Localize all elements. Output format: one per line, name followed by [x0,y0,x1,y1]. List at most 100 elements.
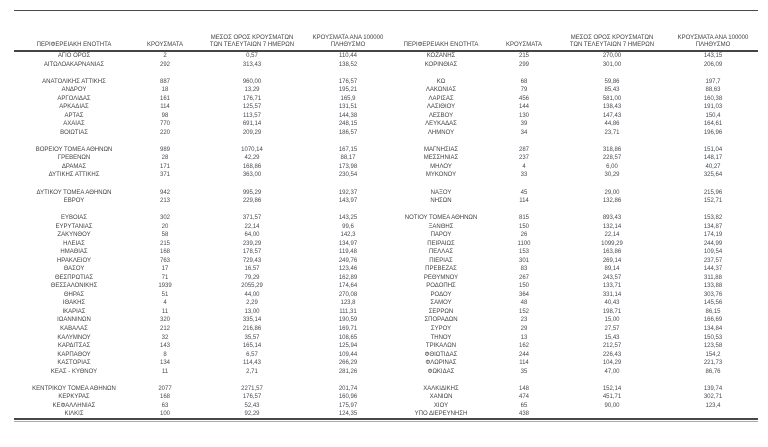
cases-cell: 474 [518,394,529,401]
cases-cell: 65 [520,402,528,409]
cases-cell: 68 [520,78,528,85]
cases-cell: 989 [159,146,170,153]
avg7-cell: 132,86 [602,198,622,205]
per100k-cell: 191,03 [703,104,723,111]
per100k-cell: 110,44 [339,53,357,60]
avg7-cell: 104,29 [602,360,622,367]
cases-cell: 292 [159,61,170,68]
table-row: ΞΑΝΘΗΣ 150 132,14 134,87 [390,223,758,232]
per100k-cell: 169,71 [338,326,358,333]
avg7-cell: 125,57 [242,104,262,111]
region-name-cell: ΑΝΑΤΟΛΙΚΗΣ ΑΤΤΙΚΗΣ [42,78,106,85]
right-table-body: ΚΟΖΑΝΗΣ 215 270,00 143,15 ΚΟΡΙΝΘΙΑΣ 299 301,00… [390,52,758,419]
avg7-cell: 42,29 [244,155,260,162]
table-row: ΚΑΣΤΟΡΙΑΣ 134 114,43 266,29 [14,359,388,368]
avg7-cell: 331,14 [602,291,622,298]
spacer-row [390,376,758,385]
region-name-cell: ΚΑΡΔΙΤΣΑΣ [57,343,91,350]
cases-cell: 144 [518,104,529,111]
avg7-cell: 22,14 [604,232,620,239]
per100k-cell: 138,52 [338,61,358,68]
cases-cell: 20 [161,223,169,230]
region-name-cell: ΑΧΑΪΑΣ [63,121,85,128]
table-row: ΣΥΡΟΥ 29 27,57 134,84 [390,325,758,334]
region-name-cell: ΕΥΒΟΙΑΣ [60,215,88,222]
region-name-cell: ΑΙΤΩΛΟΑΚΑΡΝΑΝΙΑΣ [43,61,105,68]
region-name-cell: ΑΡΓΟΛΙΔΑΣ [57,95,91,102]
table-row: ΚΑΡΔΙΤΣΑΣ 143 165,14 125,94 [14,342,388,351]
region-name-cell: ΜΕΣΣΗΝΙΑΣ [423,155,459,162]
per100k-cell: 192,37 [338,189,358,196]
cases-cell: 134 [159,360,170,367]
region-name-cell: ΦΛΩΡΙΝΑΣ [425,360,457,367]
cases-cell: 301 [518,257,529,264]
per100k-cell: 311,88 [704,274,722,281]
region-name-cell: ΜΥΚΟΝΟΥ [425,172,457,179]
header-avg7: ΜΕΣΟΣ ΟΡΟΣ ΚΡΟΥΣΜΑΤΩΝ ΤΩΝ ΤΕΛΕΥΤΑΙΩΝ 7 Η… [196,26,308,50]
table-row: ΣΠΟΡΑΔΩΝ 23 15,00 166,69 [390,316,758,325]
per100k-cell: 88,17 [340,155,356,162]
cases-cell: 58 [161,232,169,239]
header-avg7-line1: ΜΕΣΟΣ ΟΡΟΣ ΚΡΟΥΣΜΑΤΩΝ [210,35,294,41]
cases-cell: 168 [159,394,170,401]
table-row: ΔΥΤΙΚΟΥ ΤΟΜΕΑ ΑΘΗΝΩΝ 942 995,29 192,37 [14,189,388,198]
cases-cell: 26 [520,232,528,239]
table-bottom-rule [14,418,758,420]
region-name-cell: ΙΚΑΡΙΑΣ [62,308,86,315]
per100k-cell: 248,15 [338,121,358,128]
header-region: ΠΕΡΙΦΕΡΕΙΑΚΗ ΕΝΟΤΗΤΑ [390,26,492,50]
table-row: ΤΡΙΚΑΛΩΝ 162 212,57 123,58 [390,342,758,351]
table-row: ΑΝΑΤΟΛΙΚΗΣ ΑΤΤΙΚΗΣ 887 960,00 176,57 [14,78,388,87]
table-row: ΝΑΞΟΥ 45 29,00 215,96 [390,189,758,198]
table-row: ΚΙΛΚΙΣ 100 92,29 124,35 [14,410,388,419]
region-name-cell: ΛΕΥΚΑΔΑΣ [425,121,457,128]
header-per100k-line2: ΠΛΗΘΥΣΜΟ [330,42,366,48]
table-row: ΛΕΥΚΑΔΑΣ 39 44,86 164,61 [390,120,758,129]
per100k-cell: 166,69 [703,317,723,324]
cases-cell: 28 [161,155,169,162]
per100k-cell: 325,64 [703,172,723,179]
cases-cell: 100 [159,411,170,418]
region-name-cell: ΗΜΑΘΙΑΣ [60,249,88,256]
avg7-cell: 163,86 [602,249,622,256]
cases-cell: 32 [161,334,169,341]
table-row: ΘΕΣΣΑΛΟΝΙΚΗΣ 1939 2055,29 174,64 [14,282,388,291]
table-row: ΦΘΙΩΤΙΔΑΣ 244 226,43 154,2 [390,351,758,360]
left-table-body: ΑΓΙΟ ΟΡΟΣ 2 0,57 110,44 ΑΙΤΩΛΟΑΚΑΡΝΑΝΙΑΣ 292 3… [14,52,388,419]
region-name-cell: ΣΑΜΟΥ [430,300,452,307]
per100k-cell: 197,7 [705,78,721,85]
cases-cell: 114 [160,104,170,111]
table-row: ΜΕΣΣΗΝΙΑΣ 237 228,57 148,17 [390,154,758,163]
cases-cell: 11 [161,308,169,315]
avg7-cell: 52,43 [244,402,260,409]
cases-cell: 130 [518,112,529,119]
cases-cell: 942 [159,189,170,196]
region-name-cell: ΧΙΟΥ [433,402,449,409]
per100k-cell: 143,97 [338,198,358,205]
right-table-header: ΠΕΡΙΦΕΡΕΙΑΚΗ ΕΝΟΤΗΤΑ ΚΡΟΥΣΜΑΤΑ ΜΕΣΟΣ ΟΡΟ… [390,26,758,50]
cases-cell: 114 [519,198,529,205]
per100k-cell: 237,57 [703,257,723,264]
avg7-cell: 59,86 [604,78,620,85]
spacer-row [14,376,388,385]
region-name-cell: ΘΕΣΠΡΩΤΙΑΣ [54,274,94,281]
table-row: ΚΕΦΑΛΛΗΝΙΑΣ 63 52,43 175,97 [14,402,388,411]
table-row: ΚΑΒΑΛΑΣ 212 216,86 169,71 [14,325,388,334]
per100k-cell: 303,76 [703,291,723,298]
per100k-cell: 108,65 [338,334,358,341]
region-name-cell: ΙΩΑΝΝΙΝΩΝ [57,317,91,324]
header-avg7: ΜΕΣΟΣ ΟΡΟΣ ΚΡΟΥΣΜΑΤΩΝ ΤΩΝ ΤΕΛΕΥΤΑΙΩΝ 7 Η… [556,26,668,50]
region-name-cell: ΣΕΡΡΩΝ [428,308,454,315]
header-underline [14,50,758,52]
table-row: ΚΩ 68 59,86 197,7 [390,78,758,87]
table-row: ΓΡΕΒΕΝΩΝ 28 42,29 88,17 [14,154,388,163]
avg7-cell: 47,00 [604,368,620,375]
avg7-cell: 691,14 [242,121,262,128]
cases-cell: 152 [518,308,529,315]
table-row: ΑΧΑΪΑΣ 770 691,14 248,15 [14,120,388,129]
per100k-cell: 173,98 [338,163,358,170]
region-name-cell: ΠΙΕΡΙΑΣ [429,257,453,264]
table-row: ΑΝΔΡΟΥ 18 13,29 195,21 [14,86,388,95]
region-name-cell: ΣΥΡΟΥ [430,326,452,333]
cases-cell: 1939 [158,283,172,290]
